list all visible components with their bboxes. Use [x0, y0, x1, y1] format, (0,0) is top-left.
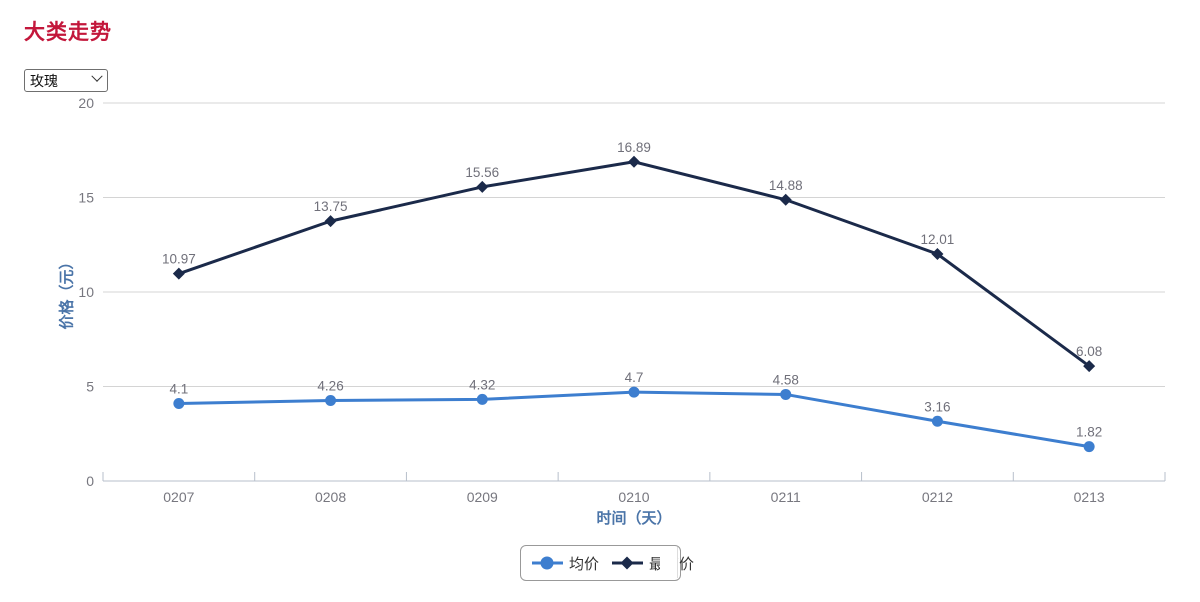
x-axis-title: 时间（天）	[596, 510, 672, 527]
svg-text:14.88: 14.88	[769, 178, 803, 193]
series-均价: 4.1 4.26 4.32 4.7 4.58 3.16 1.82	[169, 370, 1102, 453]
svg-text:4.7: 4.7	[625, 370, 644, 385]
svg-text:5: 5	[86, 379, 94, 395]
avg-line-marker-icon	[532, 556, 563, 570]
svg-text:0212: 0212	[922, 489, 953, 505]
svg-text:15.56: 15.56	[465, 165, 499, 180]
svg-text:12.01: 12.01	[921, 232, 955, 247]
svg-text:1.82: 1.82	[1076, 425, 1102, 440]
svg-text:4.1: 4.1	[169, 382, 188, 397]
svg-text:6.08: 6.08	[1076, 344, 1102, 359]
svg-text:3.16: 3.16	[924, 399, 950, 414]
legend-item-avg-price[interactable]: 均价	[532, 553, 599, 574]
legend-label: 均价	[569, 555, 600, 573]
svg-text:4.26: 4.26	[317, 378, 343, 393]
svg-text:0210: 0210	[618, 489, 649, 505]
overlay-box	[660, 547, 678, 578]
category-select[interactable]: 玫瑰	[24, 69, 108, 92]
svg-text:4.58: 4.58	[773, 372, 799, 387]
svg-text:13.75: 13.75	[314, 199, 348, 214]
svg-text:0207: 0207	[163, 489, 194, 505]
svg-text:16.89: 16.89	[617, 140, 651, 155]
y-axis-title: 价格（元）	[58, 254, 76, 330]
max-line-marker-icon	[612, 556, 644, 570]
svg-text:10: 10	[78, 284, 94, 300]
svg-text:0: 0	[86, 473, 94, 489]
legend-item-max-price[interactable]: 最高价	[612, 553, 694, 574]
svg-text:4.32: 4.32	[469, 377, 495, 392]
category-select-value: 玫瑰	[30, 72, 58, 89]
svg-text:0209: 0209	[467, 489, 498, 505]
page-title: 大类走势	[24, 21, 112, 44]
series-最高价: 10.97 13.75 15.56 16.89 14.88 12.01 6.08	[162, 140, 1102, 373]
svg-text:15: 15	[78, 190, 94, 206]
svg-text:0211: 0211	[771, 489, 801, 505]
svg-text:10.97: 10.97	[162, 252, 196, 267]
svg-text:0213: 0213	[1074, 489, 1105, 505]
x-axis: 0207 0208 0209 0210 0211 0212 0213	[102, 472, 1166, 505]
svg-text:0208: 0208	[315, 489, 346, 505]
chart-legend: 均价 最高价	[520, 545, 694, 581]
svg-text:20: 20	[78, 95, 94, 111]
